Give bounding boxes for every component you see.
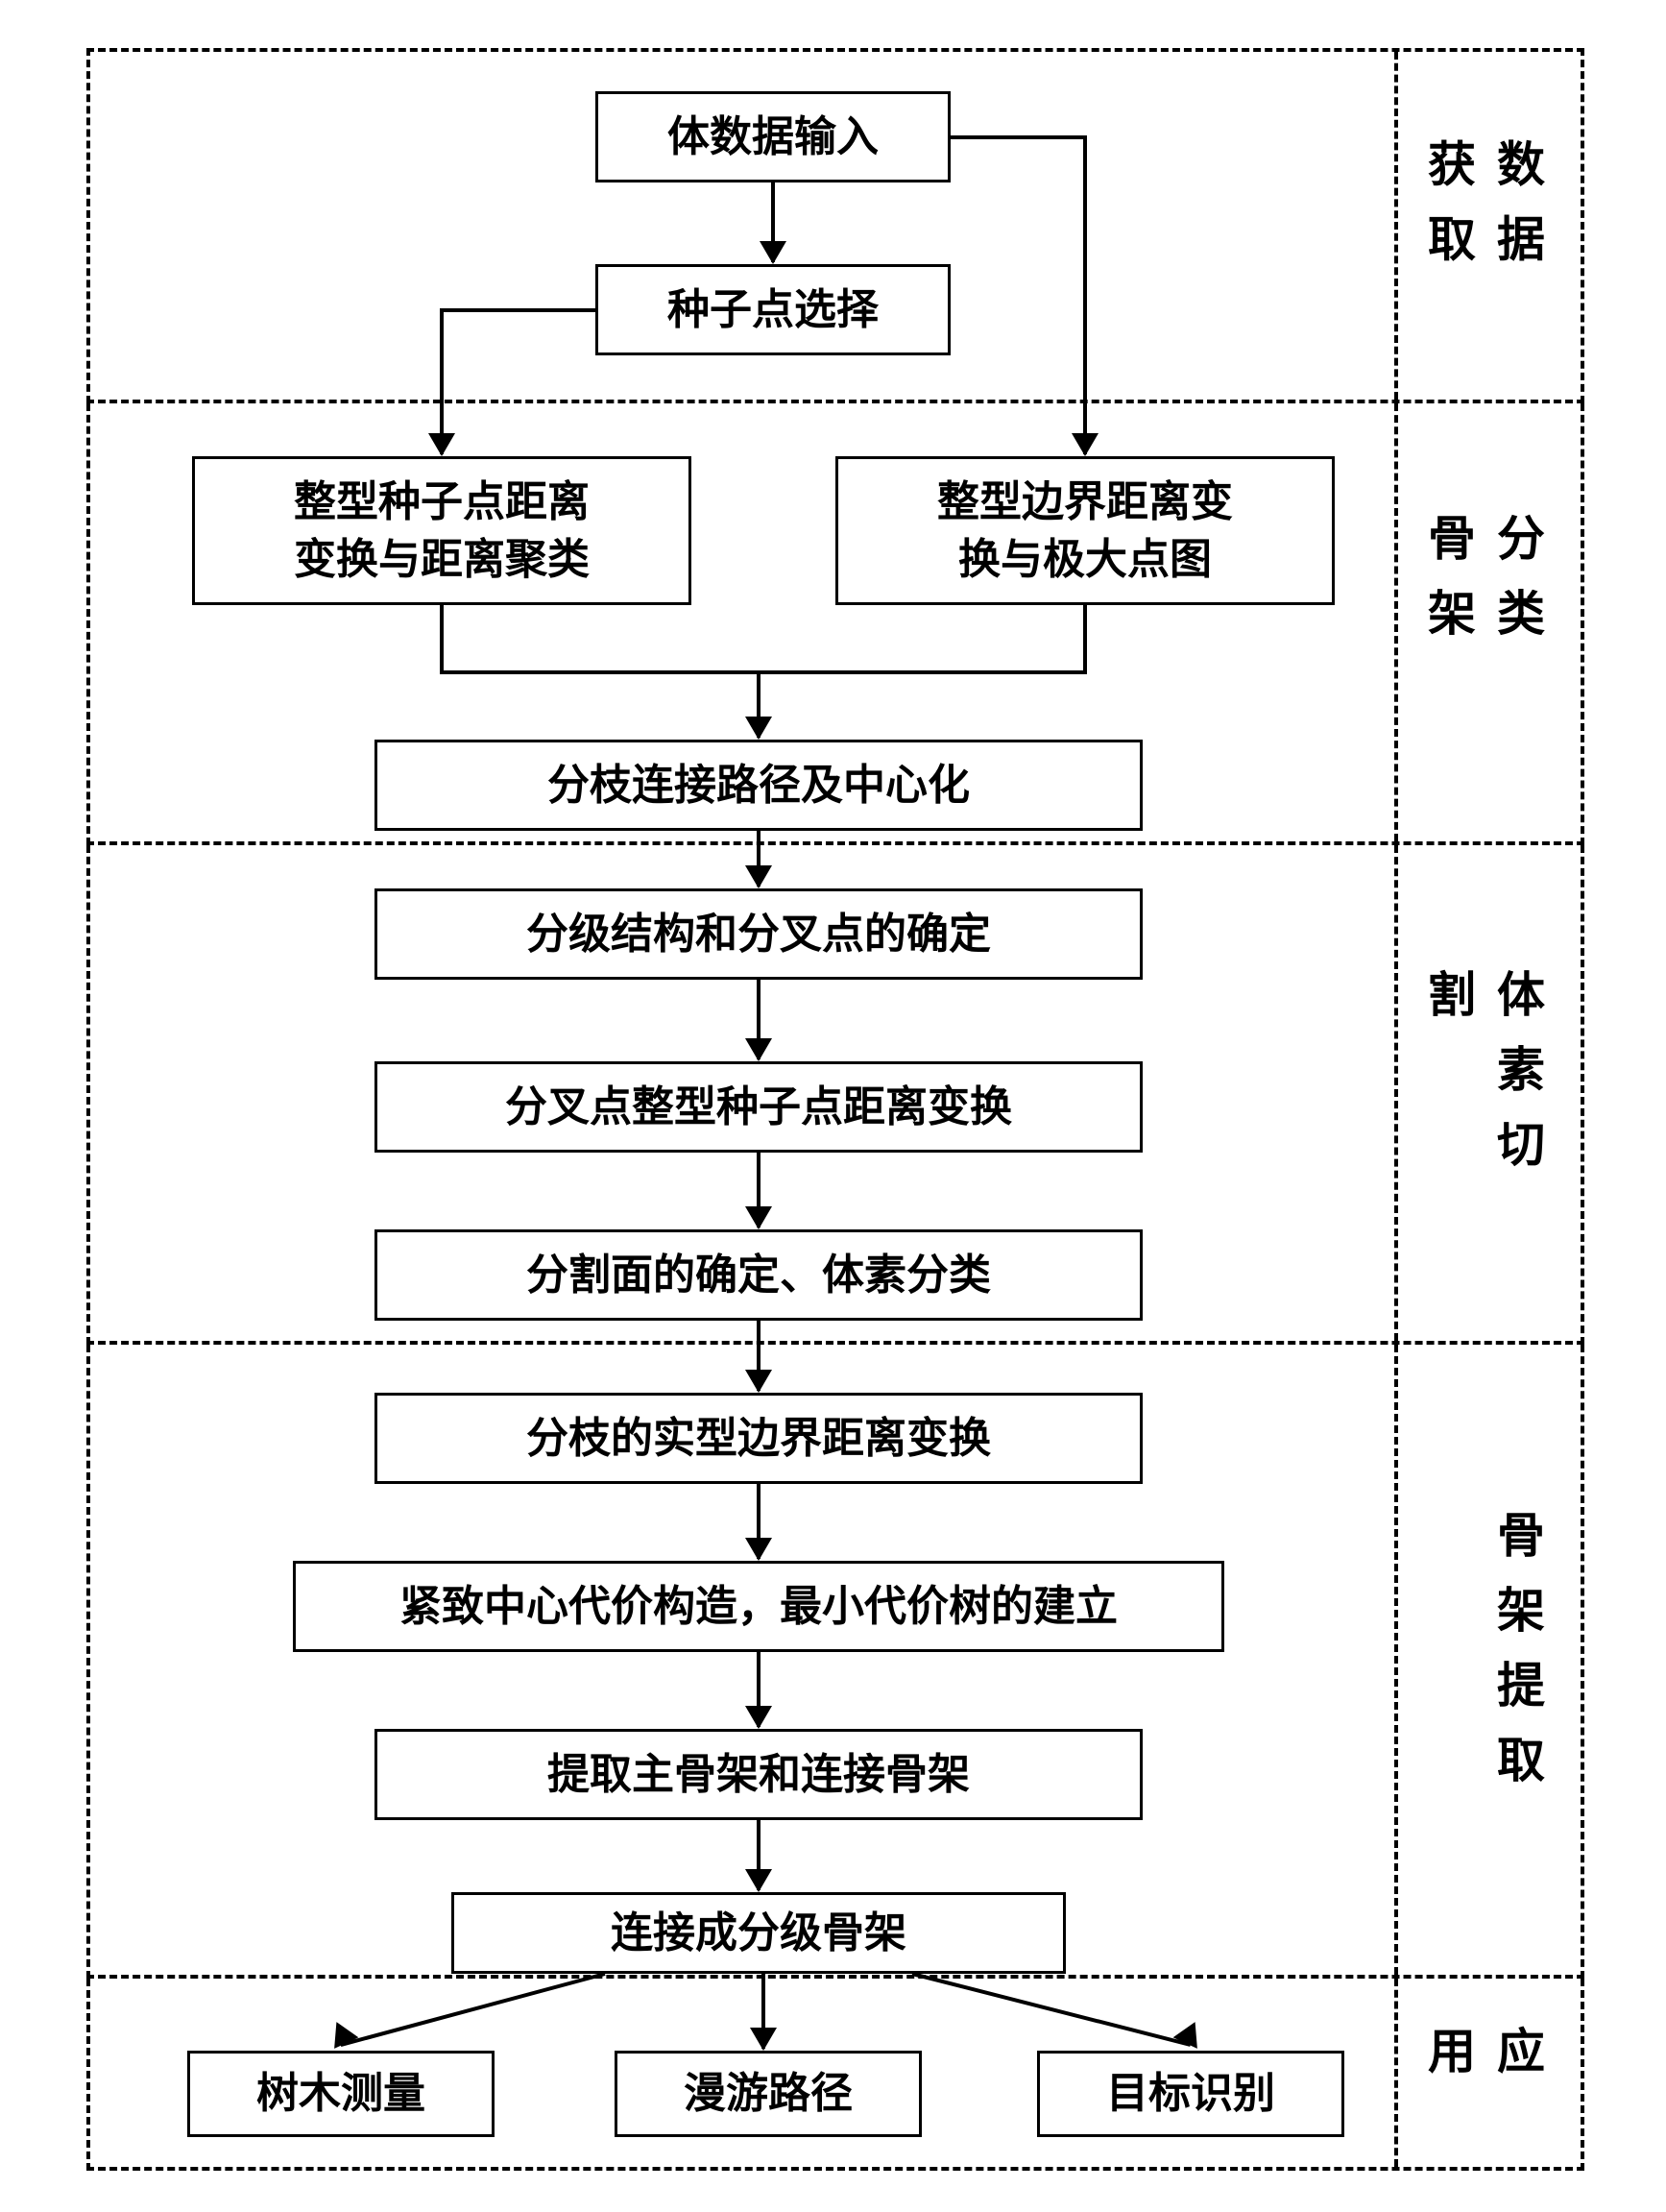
node-label: 体数据输入: [667, 109, 879, 165]
arrow-head-icon: [745, 1038, 772, 1061]
arrow-head-icon: [745, 865, 772, 888]
node-label: 树木测量: [256, 2065, 425, 2122]
arrow-head-icon: [428, 433, 455, 456]
section-separator: [1394, 52, 1398, 400]
edge-segment: [757, 670, 1087, 674]
node-label: 整型边界距离变换与极大点图: [937, 474, 1233, 588]
node-n12: 连接成分级骨架: [451, 1892, 1066, 1974]
node-label: 目标识别: [1106, 2065, 1275, 2122]
arrow-head-icon: [745, 1706, 772, 1729]
arrow-head-icon: [745, 1869, 772, 1892]
edge-segment: [440, 605, 444, 672]
node-n8: 分割面的确定、体素分类: [374, 1229, 1143, 1321]
node-n14: 漫游路径: [615, 2051, 922, 2137]
node-n15: 目标识别: [1037, 2051, 1344, 2137]
node-label: 漫游路径: [684, 2065, 853, 2122]
section-label-s5: 应用: [1413, 2026, 1552, 2120]
node-label: 分级结构和分叉点的确定: [526, 906, 991, 962]
arrow-head-icon: [1072, 433, 1099, 456]
section-separator: [1394, 1345, 1398, 1975]
arrow-head-icon: [760, 241, 786, 264]
node-n7: 分叉点整型种子点距离变换: [374, 1061, 1143, 1153]
arrow-head-icon: [745, 717, 772, 740]
node-n9: 分枝的实型边界距离变换: [374, 1393, 1143, 1484]
node-label: 种子点选择: [667, 281, 879, 338]
node-label: 整型种子点距离变换与距离聚类: [294, 474, 590, 588]
node-label: 提取主骨架和连接骨架: [547, 1746, 970, 1803]
node-n6: 分级结构和分叉点的确定: [374, 888, 1143, 980]
edge-segment: [440, 670, 761, 674]
arrow-head-icon: [750, 2028, 777, 2051]
arrow-head-icon: [745, 1538, 772, 1561]
edge-segment: [440, 308, 595, 312]
node-n11: 提取主骨架和连接骨架: [374, 1729, 1143, 1820]
edge-segment: [951, 135, 1087, 139]
section-label-s2: 分类骨架: [1413, 513, 1552, 732]
node-n4: 整型边界距离变换与极大点图: [835, 456, 1335, 605]
arrow-head-icon: [745, 1206, 772, 1229]
node-n1: 体数据输入: [595, 91, 951, 182]
node-label: 分割面的确定、体素分类: [526, 1247, 991, 1303]
node-label: 分枝的实型边界距离变换: [526, 1410, 991, 1467]
node-n2: 种子点选择: [595, 264, 951, 355]
node-n3: 整型种子点距离变换与距离聚类: [192, 456, 691, 605]
section-separator: [1394, 845, 1398, 1341]
node-label: 连接成分级骨架: [611, 1905, 906, 1961]
section-label-s3: 体素切割: [1413, 969, 1552, 1217]
node-n5: 分枝连接路径及中心化: [374, 740, 1143, 831]
edge-segment: [1083, 605, 1087, 672]
section-label-s4: 骨架提取: [1483, 1510, 1552, 1810]
flowchart-canvas: 数据获取分类骨架体素切割骨架提取应用 体数据输入种子点选择整型种子点距离变换与距离…: [0, 0, 1666, 2212]
edge-segment: [1083, 137, 1087, 455]
node-label: 紧致中心代价构造，最小代价树的建立: [399, 1578, 1118, 1635]
node-n13: 树木测量: [187, 2051, 495, 2137]
node-label: 分枝连接路径及中心化: [547, 757, 970, 814]
section-separator: [1394, 1979, 1398, 2167]
section-separator: [1394, 403, 1398, 841]
node-label: 分叉点整型种子点距离变换: [505, 1079, 1012, 1135]
node-n10: 紧致中心代价构造，最小代价树的建立: [293, 1561, 1224, 1652]
section-label-s1: 数据获取: [1413, 139, 1552, 313]
arrow-head-icon: [745, 1370, 772, 1393]
